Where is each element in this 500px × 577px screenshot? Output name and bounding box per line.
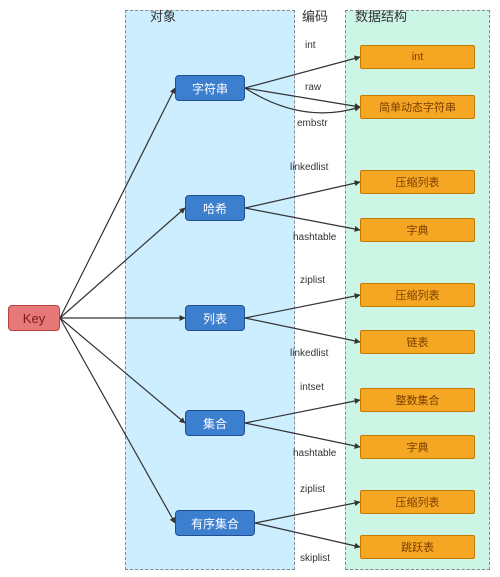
data-node-int_t: int — [360, 45, 475, 69]
edge-label-raw: raw — [305, 82, 321, 93]
edge-label-int: int — [305, 40, 316, 51]
edge-label-hashtable: hashtable — [293, 448, 336, 459]
key-node: Key — [8, 305, 60, 331]
data-node-linked: 链表 — [360, 330, 475, 354]
edge-label-ziplist: ziplist — [300, 484, 325, 495]
edge-label-ziplist: ziplist — [300, 275, 325, 286]
data-node-sds: 简单动态字符串 — [360, 95, 475, 119]
data-node-ziplist3: 压缩列表 — [360, 490, 475, 514]
data-node-ziplist1: 压缩列表 — [360, 170, 475, 194]
data-node-dict1: 字典 — [360, 218, 475, 242]
data-node-skiplist: 跳跃表 — [360, 535, 475, 559]
edge-label-embstr: embstr — [297, 118, 328, 129]
data-node-intset_t: 整数集合 — [360, 388, 475, 412]
object-node-zset: 有序集合 — [175, 510, 255, 536]
edge-label-linkedlist: linkedlist — [290, 162, 328, 173]
edge-label-linkedlist: linkedlist — [290, 348, 328, 359]
edge-label-skiplist: skiplist — [300, 553, 330, 564]
data-node-ziplist2: 压缩列表 — [360, 283, 475, 307]
object-node-hash: 哈希 — [185, 195, 245, 221]
edge-label-hashtable: hashtable — [293, 232, 336, 243]
object-node-list: 列表 — [185, 305, 245, 331]
object-node-set: 集合 — [185, 410, 245, 436]
edge-label-intset: intset — [300, 382, 324, 393]
object-node-string: 字符串 — [175, 75, 245, 101]
data-node-dict2: 字典 — [360, 435, 475, 459]
